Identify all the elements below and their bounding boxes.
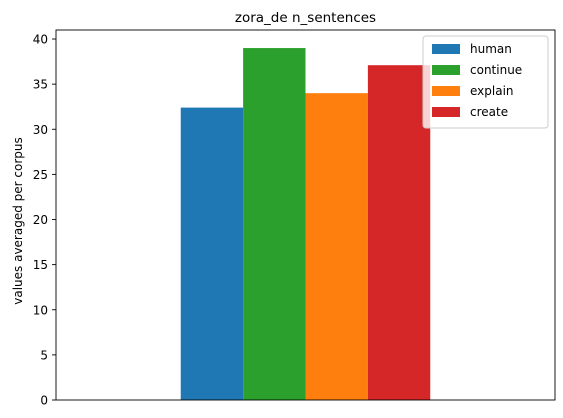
legend-swatch-human <box>432 44 460 54</box>
legend-frame <box>422 35 549 129</box>
legend-label-create: create <box>470 105 508 119</box>
y-tick-label: 20 <box>33 213 48 227</box>
bar-continue <box>243 48 306 401</box>
y-axis: 0 5 10 15 20 25 30 35 40 <box>33 33 56 408</box>
legend: human continue explain create <box>422 35 549 129</box>
bar-human <box>180 107 244 401</box>
y-tick-label: 30 <box>33 123 48 137</box>
y-tick-label: 25 <box>33 168 48 182</box>
y-tick-label: 40 <box>33 33 48 47</box>
legend-swatch-continue <box>432 65 460 75</box>
y-tick-label: 5 <box>40 348 48 362</box>
legend-label-continue: continue <box>470 63 522 77</box>
bar-create <box>367 65 431 400</box>
legend-label-explain: explain <box>470 84 514 98</box>
bars-group <box>180 48 431 401</box>
legend-swatch-explain <box>432 86 460 96</box>
legend-swatch-create <box>432 107 460 117</box>
y-tick-label: 10 <box>33 303 48 317</box>
y-axis-label: values averaged per corpus <box>11 137 25 305</box>
plot-frame <box>55 29 556 401</box>
y-tick-label: 15 <box>33 258 48 272</box>
y-tick-label: 35 <box>33 78 48 92</box>
y-tick-label: 0 <box>40 394 48 408</box>
legend-label-human: human <box>470 42 512 56</box>
chart-title: zora_de n_sentences <box>235 10 376 26</box>
bar-explain <box>305 93 368 401</box>
